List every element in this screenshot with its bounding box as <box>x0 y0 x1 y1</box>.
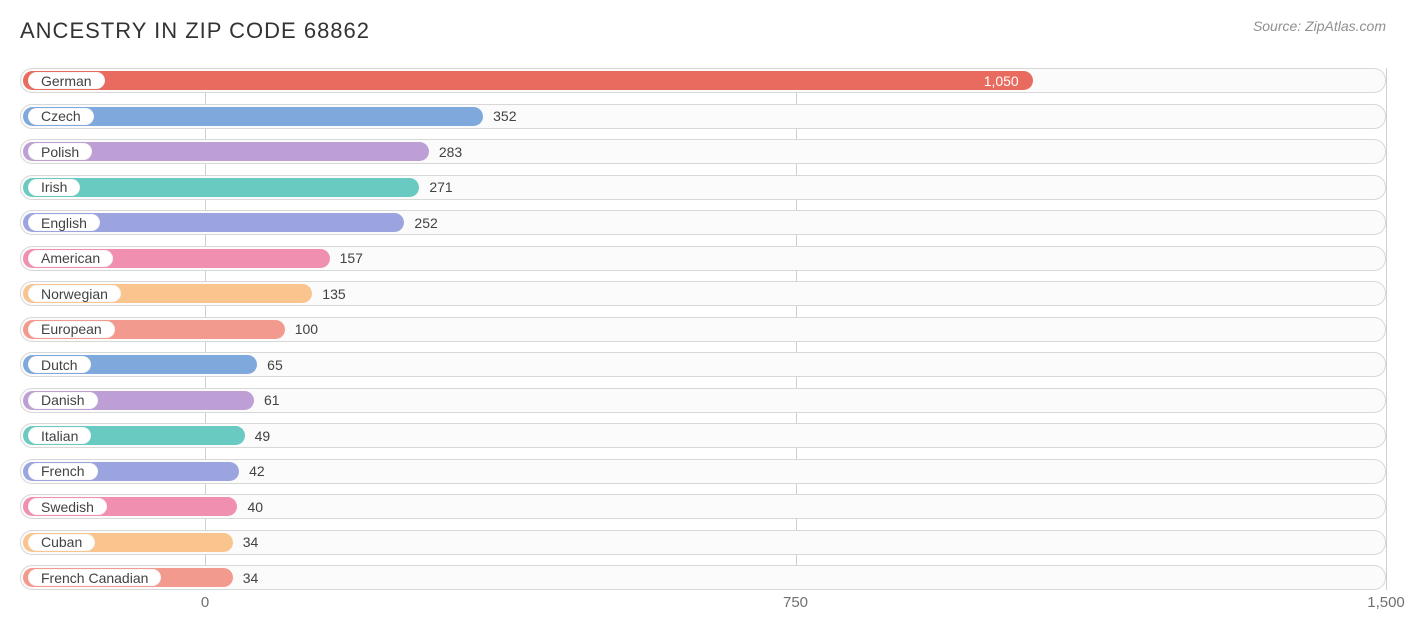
bar-value-label: 61 <box>264 389 280 412</box>
bar-track: Danish 61 <box>20 388 1386 413</box>
bar-category-pill: European <box>28 321 115 338</box>
x-tick-label: 1,500 <box>1367 594 1405 611</box>
bar-category-pill: Polish <box>28 143 92 160</box>
bar-category-pill: Swedish <box>28 498 107 515</box>
bar-track: German 1,050 <box>20 68 1386 93</box>
bar-value-label: 49 <box>255 424 271 447</box>
bar-category-pill: American <box>28 250 113 267</box>
bar-category-pill: Dutch <box>28 356 91 373</box>
bar-track: Cuban 34 <box>20 530 1386 555</box>
bar-value-label: 34 <box>243 566 259 589</box>
chart-source: Source: ZipAtlas.com <box>1253 18 1386 34</box>
x-tick-label: 750 <box>783 594 808 611</box>
bar-track: Polish 283 <box>20 139 1386 164</box>
x-tick-label: 0 <box>201 594 209 611</box>
bar-category-pill: Danish <box>28 392 98 409</box>
bar-value-label: 34 <box>243 531 259 554</box>
gridline <box>1386 68 1387 590</box>
chart-bars: German 1,050 Czech 352 Polish 283 Irish 271 Engl… <box>20 68 1386 590</box>
bar-value-label: 135 <box>322 282 345 305</box>
bar-category-pill: Cuban <box>28 534 95 551</box>
chart-area: German 1,050 Czech 352 Polish 283 Irish 271 Engl… <box>20 68 1386 616</box>
chart-title: ANCESTRY IN ZIP CODE 68862 <box>20 18 370 44</box>
bar-track: European 100 <box>20 317 1386 342</box>
bar-track: American 157 <box>20 246 1386 271</box>
bar-track: French Canadian 34 <box>20 565 1386 590</box>
bar-value-label: 157 <box>340 247 363 270</box>
bar-track: Italian 49 <box>20 423 1386 448</box>
bar-value-label: 271 <box>429 176 452 199</box>
bar-value-label: 100 <box>295 318 318 341</box>
bar-category-pill: German <box>28 72 105 89</box>
bar-value-label: 1,050 <box>984 69 1019 92</box>
bar-fill <box>23 71 1033 90</box>
chart-x-axis: 07501,500 <box>20 590 1386 616</box>
bar-value-label: 42 <box>249 460 265 483</box>
bar-track: Swedish 40 <box>20 494 1386 519</box>
bar-value-label: 40 <box>247 495 263 518</box>
bar-category-pill: French <box>28 463 98 480</box>
bar-track: Dutch 65 <box>20 352 1386 377</box>
bar-fill <box>23 178 419 197</box>
bar-value-label: 252 <box>414 211 437 234</box>
bar-track: French 42 <box>20 459 1386 484</box>
bar-category-pill: French Canadian <box>28 569 161 586</box>
bar-track: Czech 352 <box>20 104 1386 129</box>
bar-track: Irish 271 <box>20 175 1386 200</box>
bar-category-pill: English <box>28 214 100 231</box>
bar-value-label: 65 <box>267 353 283 376</box>
bar-category-pill: Czech <box>28 108 94 125</box>
bar-category-pill: Irish <box>28 179 80 196</box>
bar-value-label: 283 <box>439 140 462 163</box>
bar-track: English 252 <box>20 210 1386 235</box>
chart-header: ANCESTRY IN ZIP CODE 68862 Source: ZipAt… <box>20 18 1386 44</box>
bar-category-pill: Italian <box>28 427 91 444</box>
bar-value-label: 352 <box>493 105 516 128</box>
bar-track: Norwegian 135 <box>20 281 1386 306</box>
bar-category-pill: Norwegian <box>28 285 121 302</box>
